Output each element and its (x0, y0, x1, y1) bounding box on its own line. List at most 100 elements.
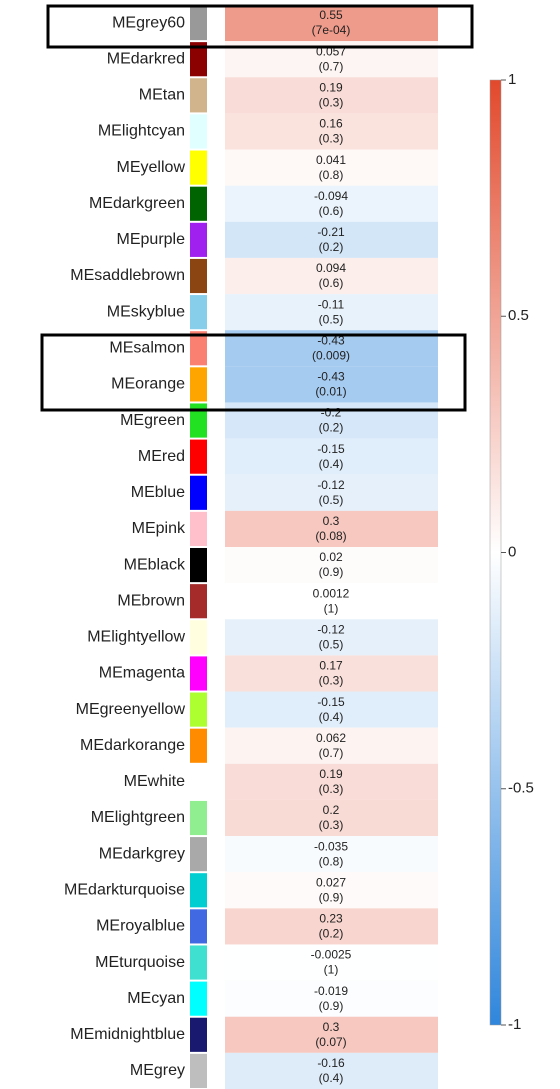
module-swatch (190, 764, 207, 799)
row-label: MEgrey (130, 1062, 185, 1079)
cell-pvalue: (1) (324, 963, 339, 977)
cell-value: 0.16 (319, 117, 343, 131)
cell-value: 0.3 (323, 1020, 340, 1034)
cell-pvalue: (0.4) (319, 457, 344, 471)
cell-pvalue: (0.8) (319, 168, 344, 182)
heatmap-cell (225, 691, 438, 728)
highlight-box (46, 4, 474, 49)
cell-value: 0.02 (319, 550, 343, 564)
module-swatch (190, 656, 207, 691)
colorbar-tick-label: -1 (508, 1016, 521, 1033)
row-label: MEdarkgreen (89, 195, 185, 212)
row-label: MEgrey60 (112, 14, 185, 31)
heatmap-cell (225, 1052, 438, 1089)
cell-value: 0.0012 (313, 586, 350, 600)
heatmap-cell (225, 583, 438, 620)
row-label: MEyellow (117, 159, 186, 176)
cell-value: -0.12 (317, 623, 345, 637)
row-label: MEgreen (120, 412, 185, 429)
module-swatch (190, 6, 207, 41)
heatmap-cell (225, 980, 438, 1017)
cell-pvalue: (0.5) (319, 638, 344, 652)
cell-value: -0.15 (317, 442, 345, 456)
cell-pvalue: (0.4) (319, 710, 344, 724)
row-label: MElightgreen (91, 809, 185, 826)
row-label: MEdarkturquoise (64, 881, 185, 898)
cell-value: 0.094 (316, 261, 346, 275)
cell-value: 0.23 (319, 912, 343, 926)
heatmap-cell (225, 474, 438, 511)
cell-value: -0.12 (317, 478, 345, 492)
cell-pvalue: (0.3) (319, 818, 344, 832)
module-swatch (190, 331, 207, 366)
cell-pvalue: (0.3) (319, 132, 344, 146)
cell-pvalue: (0.5) (319, 493, 344, 507)
module-swatch (190, 475, 207, 510)
cell-pvalue: (0.9) (319, 999, 344, 1013)
cell-value: 0.55 (319, 8, 343, 22)
cell-pvalue: (0.9) (319, 565, 344, 579)
heatmap-cell (225, 836, 438, 873)
cell-pvalue: (0.7) (319, 59, 344, 73)
colorbar (489, 79, 502, 1026)
row-label: MEorange (111, 376, 185, 393)
heatmap-cell (225, 366, 438, 403)
row-label: MEcyan (127, 990, 185, 1007)
cell-value: -0.15 (317, 695, 345, 709)
row-label: MEsalmon (109, 339, 185, 356)
row-label: MEmidnightblue (70, 1026, 185, 1043)
cell-value: -0.21 (317, 225, 345, 239)
module-swatch (190, 584, 207, 619)
cell-value: 0.041 (316, 153, 346, 167)
row-label: MEwhite (124, 773, 185, 790)
module-swatch (190, 837, 207, 872)
row-label: MEskyblue (107, 303, 185, 320)
cell-pvalue: (7e-04) (312, 23, 351, 37)
row-label: MElightyellow (87, 629, 185, 646)
module-swatch (190, 945, 207, 980)
heatmap-cell (225, 655, 438, 692)
module-swatch (190, 620, 207, 655)
cell-value: 0.062 (316, 731, 346, 745)
cell-pvalue: (0.01) (315, 385, 346, 399)
cell-pvalue: (0.08) (315, 529, 346, 543)
heatmap-cell (225, 5, 438, 42)
module-swatch (190, 186, 207, 221)
cell-pvalue: (0.6) (319, 204, 344, 218)
row-label: MEturquoise (95, 954, 185, 971)
row-label: MEdarkred (107, 50, 185, 67)
row-label: MEred (138, 448, 185, 465)
row-label: MEsaddlebrown (70, 267, 185, 284)
colorbar-tick-label: 0 (508, 543, 516, 560)
cell-pvalue: (0.3) (319, 782, 344, 796)
cell-pvalue: (0.6) (319, 276, 344, 290)
heatmap-cell (225, 294, 438, 331)
row-label: MElightcyan (98, 123, 185, 140)
row-label: MEpink (132, 520, 186, 537)
cell-pvalue: (0.3) (319, 674, 344, 688)
heatmap-cell (225, 438, 438, 475)
module-swatch (190, 511, 207, 546)
cell-value: -0.43 (317, 333, 345, 347)
row-label: MEpurple (117, 231, 186, 248)
heatmap-cell (225, 908, 438, 945)
module-swatch (190, 439, 207, 474)
module-swatch (190, 692, 207, 727)
cell-value: 0.19 (319, 81, 343, 95)
cell-pvalue: (0.3) (319, 96, 344, 110)
cell-value: -0.11 (318, 297, 345, 311)
heatmap-cell (225, 77, 438, 114)
cell-pvalue: (0.4) (319, 1071, 344, 1085)
cell-value: -0.43 (317, 370, 345, 384)
cell-value: -0.035 (314, 839, 348, 853)
module-swatch (190, 222, 207, 257)
cell-pvalue: (0.7) (319, 746, 344, 760)
cell-pvalue: (0.009) (312, 348, 350, 362)
heatmap-cell (225, 619, 438, 656)
module-swatch (190, 403, 207, 438)
heatmap-cell (225, 872, 438, 909)
cell-value: -0.019 (314, 984, 348, 998)
heatmap-cell (225, 149, 438, 186)
